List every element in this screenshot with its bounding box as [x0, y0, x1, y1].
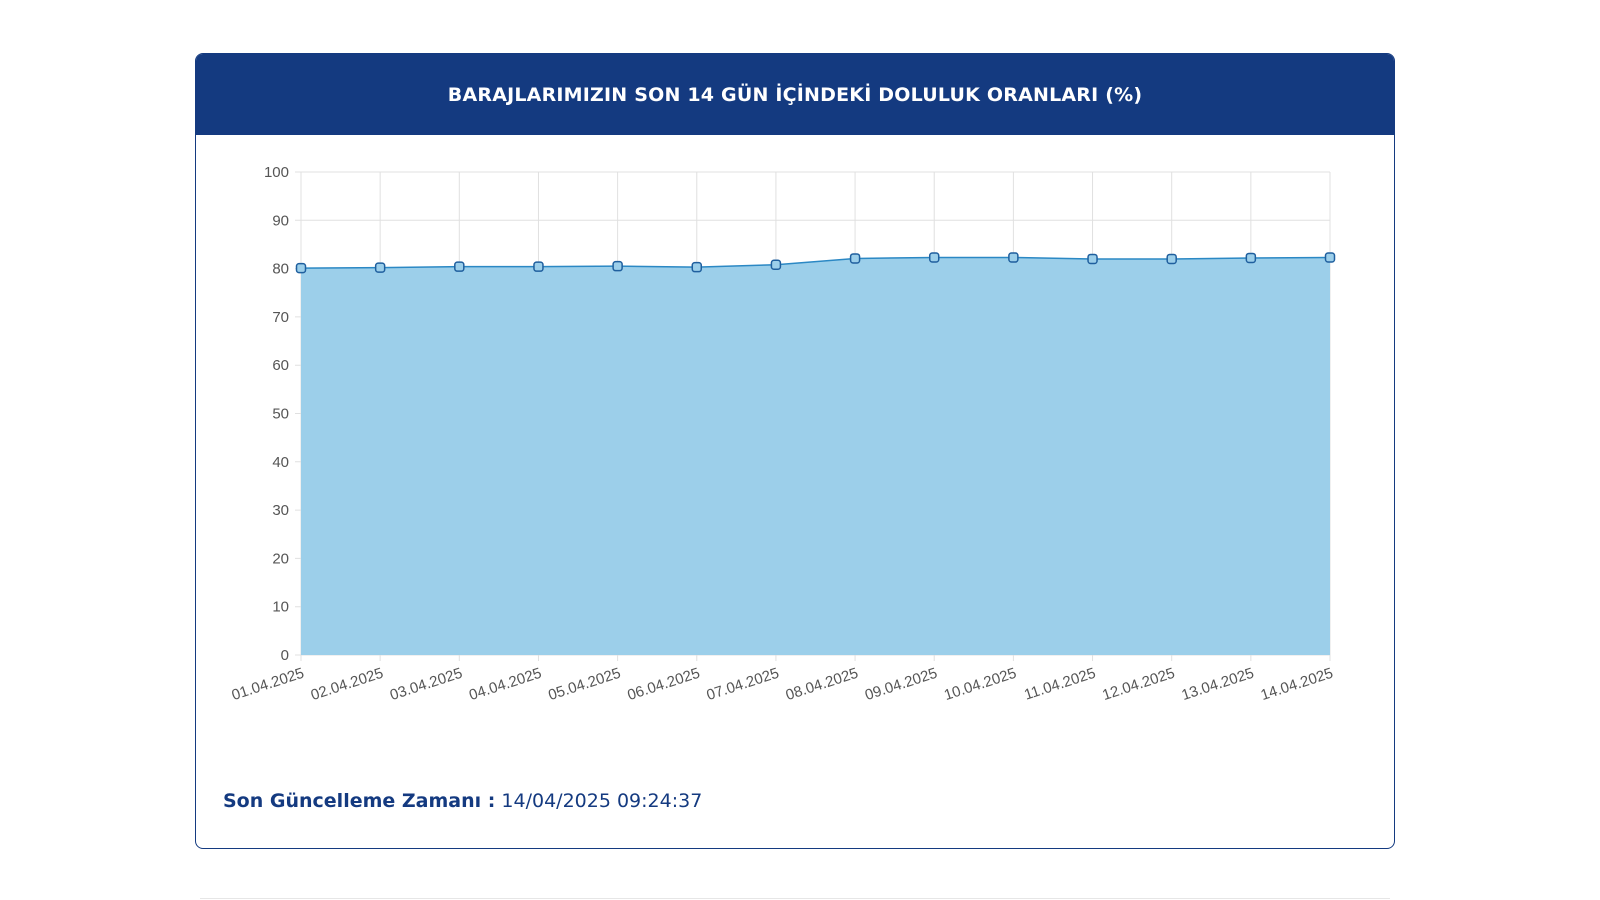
last-update-label: Son Güncelleme Zamanı : [223, 790, 496, 812]
data-point [849, 253, 861, 264]
last-update-value: 14/04/2025 09:24:37 [501, 790, 703, 812]
data-point [1008, 252, 1019, 263]
x-tick-label: 11.04.2025 [1022, 665, 1098, 704]
x-tick-labels: 01.04.2025 02.04.2025 03.04.2025 04.04.2025… [230, 665, 1336, 704]
series-area [301, 257, 1330, 655]
y-tick-label: 60 [272, 357, 289, 374]
x-tick-label: 03.04.2025 [388, 665, 465, 704]
area-layer [301, 257, 1330, 655]
data-point [612, 260, 623, 272]
y-tick-label: 40 [272, 454, 289, 471]
dam-occupancy-card: BARAJLARIMIZIN SON 14 GÜN İÇİNDEKİ DOLUL… [195, 53, 1395, 849]
y-tick-label: 0 [281, 647, 289, 664]
data-point [374, 262, 386, 273]
x-tick-label: 05.04.2025 [546, 665, 623, 704]
x-tick-label: 01.04.2025 [230, 665, 307, 704]
y-tick-label: 10 [272, 599, 289, 616]
data-point [1087, 253, 1098, 265]
x-tick-label: 08.04.2025 [784, 665, 861, 704]
x-tick-label: 09.04.2025 [863, 665, 940, 704]
y-tick-label: 70 [272, 309, 289, 326]
data-point [533, 261, 544, 272]
y-tick-label: 50 [272, 406, 289, 423]
x-tick-label: 12.04.2025 [1100, 665, 1177, 704]
y-tick-label: 30 [272, 502, 289, 519]
data-point [691, 261, 703, 273]
y-tick-label: 90 [272, 212, 289, 229]
x-tick-label: 14.04.2025 [1259, 665, 1336, 704]
series-line [300, 256, 1331, 269]
line-layer [300, 256, 1331, 269]
y-tick-label: 80 [272, 261, 289, 278]
y-tick-label: 100 [264, 164, 289, 181]
data-point [928, 252, 940, 263]
x-tick-label: 02.04.2025 [309, 665, 386, 704]
data-point [1166, 253, 1177, 265]
x-tick-label: 07.04.2025 [705, 665, 782, 704]
data-point [454, 261, 465, 272]
x-tick-label: 06.04.2025 [625, 665, 702, 704]
last-update: Son Güncelleme Zamanı : 14/04/2025 09:24… [223, 790, 702, 812]
point-layer [295, 252, 1336, 274]
chart-title: BARAJLARIMIZIN SON 14 GÜN İÇİNDEKİ DOLUL… [447, 83, 1143, 106]
page-divider [200, 898, 1390, 899]
x-tick-label: 04.04.2025 [467, 665, 544, 704]
data-point [1324, 252, 1336, 263]
data-point [295, 262, 307, 274]
x-tick-label: 13.04.2025 [1179, 665, 1256, 704]
data-point [770, 259, 782, 270]
y-tick-label: 20 [272, 550, 289, 567]
x-tick-label: 10.04.2025 [942, 665, 1019, 704]
data-point [1245, 252, 1257, 264]
card-header: BARAJLARIMIZIN SON 14 GÜN İÇİNDEKİ DOLUL… [196, 54, 1394, 135]
occupancy-chart: 0 10 20 30 40 50 60 70 80 90 100 01.04.2025 02.04.2… [230, 164, 1336, 704]
y-tick-labels: 0 10 20 30 40 50 60 70 80 90 100 [264, 164, 289, 664]
